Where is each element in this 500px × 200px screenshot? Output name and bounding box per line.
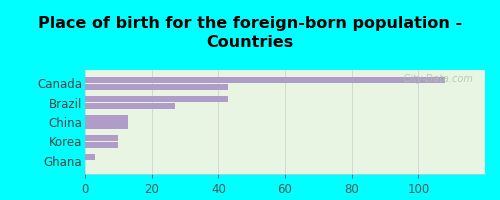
Text: Place of birth for the foreign-born population -
Countries: Place of birth for the foreign-born popu…: [38, 16, 462, 50]
Bar: [85, 122, 128, 129]
Bar: [85, 142, 118, 148]
Bar: [85, 135, 118, 141]
Bar: [85, 103, 175, 109]
Bar: [85, 77, 445, 83]
Bar: [85, 154, 95, 160]
Text: City-Data.com: City-Data.com: [397, 74, 473, 84]
Bar: [85, 84, 229, 90]
Bar: [85, 96, 229, 102]
Bar: [85, 115, 128, 122]
